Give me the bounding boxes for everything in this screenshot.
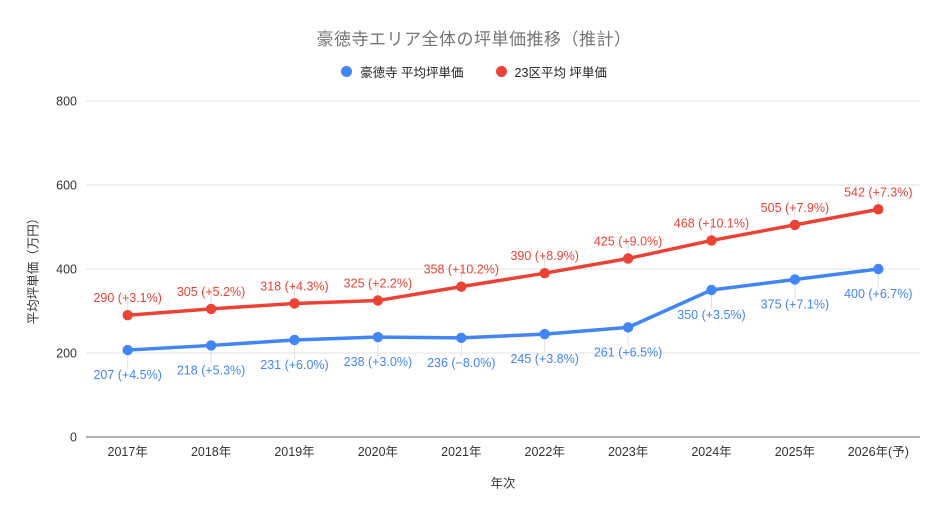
x-tick-label: 2017年 [108, 445, 148, 459]
x-tick-label: 2024年 [691, 445, 731, 459]
y-tick-label: 800 [56, 95, 77, 109]
data-point [372, 331, 384, 343]
data-point-label: 325 (+2.2%) [344, 277, 412, 291]
data-point-label: 468 (+10.1%) [674, 216, 749, 230]
data-point-label: 207 (+4.5%) [93, 368, 161, 382]
legend-label-gotokuji: 豪徳寺 平均坪単価 [360, 66, 464, 80]
data-point-label: 231 (+6.0%) [260, 358, 328, 372]
data-point [205, 340, 217, 351]
x-tick-label: 2019年 [274, 445, 314, 459]
series-line-0 [125, 267, 881, 352]
legend-label-23ku: 23区平均 坪単価 [514, 66, 607, 80]
x-tick-label: 2023年 [608, 445, 648, 459]
data-point-label: 238 (+3.0%) [344, 355, 412, 369]
x-tick-label: 2026年(予) [848, 445, 909, 459]
data-point-label: 261 (+6.5%) [594, 345, 662, 359]
data-point [539, 268, 550, 279]
data-point [456, 332, 467, 344]
chart-legend: 豪徳寺 平均坪単価 23区平均 坪単価 [0, 62, 948, 81]
x-tick-label: 2018年 [191, 445, 231, 459]
data-point [622, 253, 634, 264]
data-point [122, 344, 133, 356]
x-tick-label: 2020年 [358, 445, 398, 459]
series-line-1 [125, 207, 881, 317]
data-point [873, 204, 884, 215]
data-point-label: 350 (+3.5%) [677, 308, 745, 322]
data-point [706, 235, 717, 246]
data-point [372, 295, 384, 306]
data-point [539, 328, 550, 340]
legend-item-gotokuji: 豪徳寺 平均坪単価 [341, 62, 464, 81]
data-point [789, 219, 801, 231]
data-point-label: 358 (+10.2%) [424, 263, 499, 277]
data-point [789, 274, 801, 285]
legend-item-23ku: 23区平均 坪単価 [495, 62, 607, 81]
x-tick-label: 2022年 [525, 445, 565, 459]
data-point [205, 303, 217, 315]
data-point-label: 318 (+4.3%) [260, 279, 328, 293]
x-tick-label: 2021年 [441, 445, 481, 459]
data-point [456, 281, 467, 292]
data-point [622, 322, 634, 333]
data-point-label: 245 (+3.8%) [510, 352, 578, 366]
data-point [289, 298, 300, 309]
y-tick-label: 0 [70, 431, 77, 445]
data-point [873, 263, 884, 275]
data-point-label: 375 (+7.1%) [761, 298, 829, 312]
legend-marker-blue-icon [341, 66, 353, 77]
legend-marker-red-icon [495, 66, 507, 77]
data-point-label: 400 (+6.7%) [844, 287, 912, 301]
data-point-label: 390 (+8.9%) [510, 249, 578, 263]
data-point [122, 310, 133, 321]
x-axis-title: 年次 [490, 476, 516, 491]
y-tick-label: 600 [56, 179, 77, 193]
data-point-label: 542 (+7.3%) [844, 185, 912, 199]
data-point-label: 236 (−8.0%) [427, 356, 495, 370]
data-point-label: 218 (+5.3%) [177, 363, 245, 377]
data-point [289, 334, 300, 346]
data-point-label: 290 (+3.1%) [93, 291, 161, 305]
y-tick-label: 200 [56, 347, 77, 361]
data-point-label: 425 (+9.0%) [594, 235, 662, 249]
chart-title: 豪徳寺エリア全体の坪単価推移（推計） [316, 30, 632, 49]
data-point-label: 505 (+7.9%) [761, 201, 829, 215]
y-tick-label: 400 [56, 263, 77, 277]
data-point [706, 284, 717, 296]
data-point-label: 305 (+5.2%) [177, 285, 245, 299]
x-tick-label: 2025年 [775, 445, 815, 459]
